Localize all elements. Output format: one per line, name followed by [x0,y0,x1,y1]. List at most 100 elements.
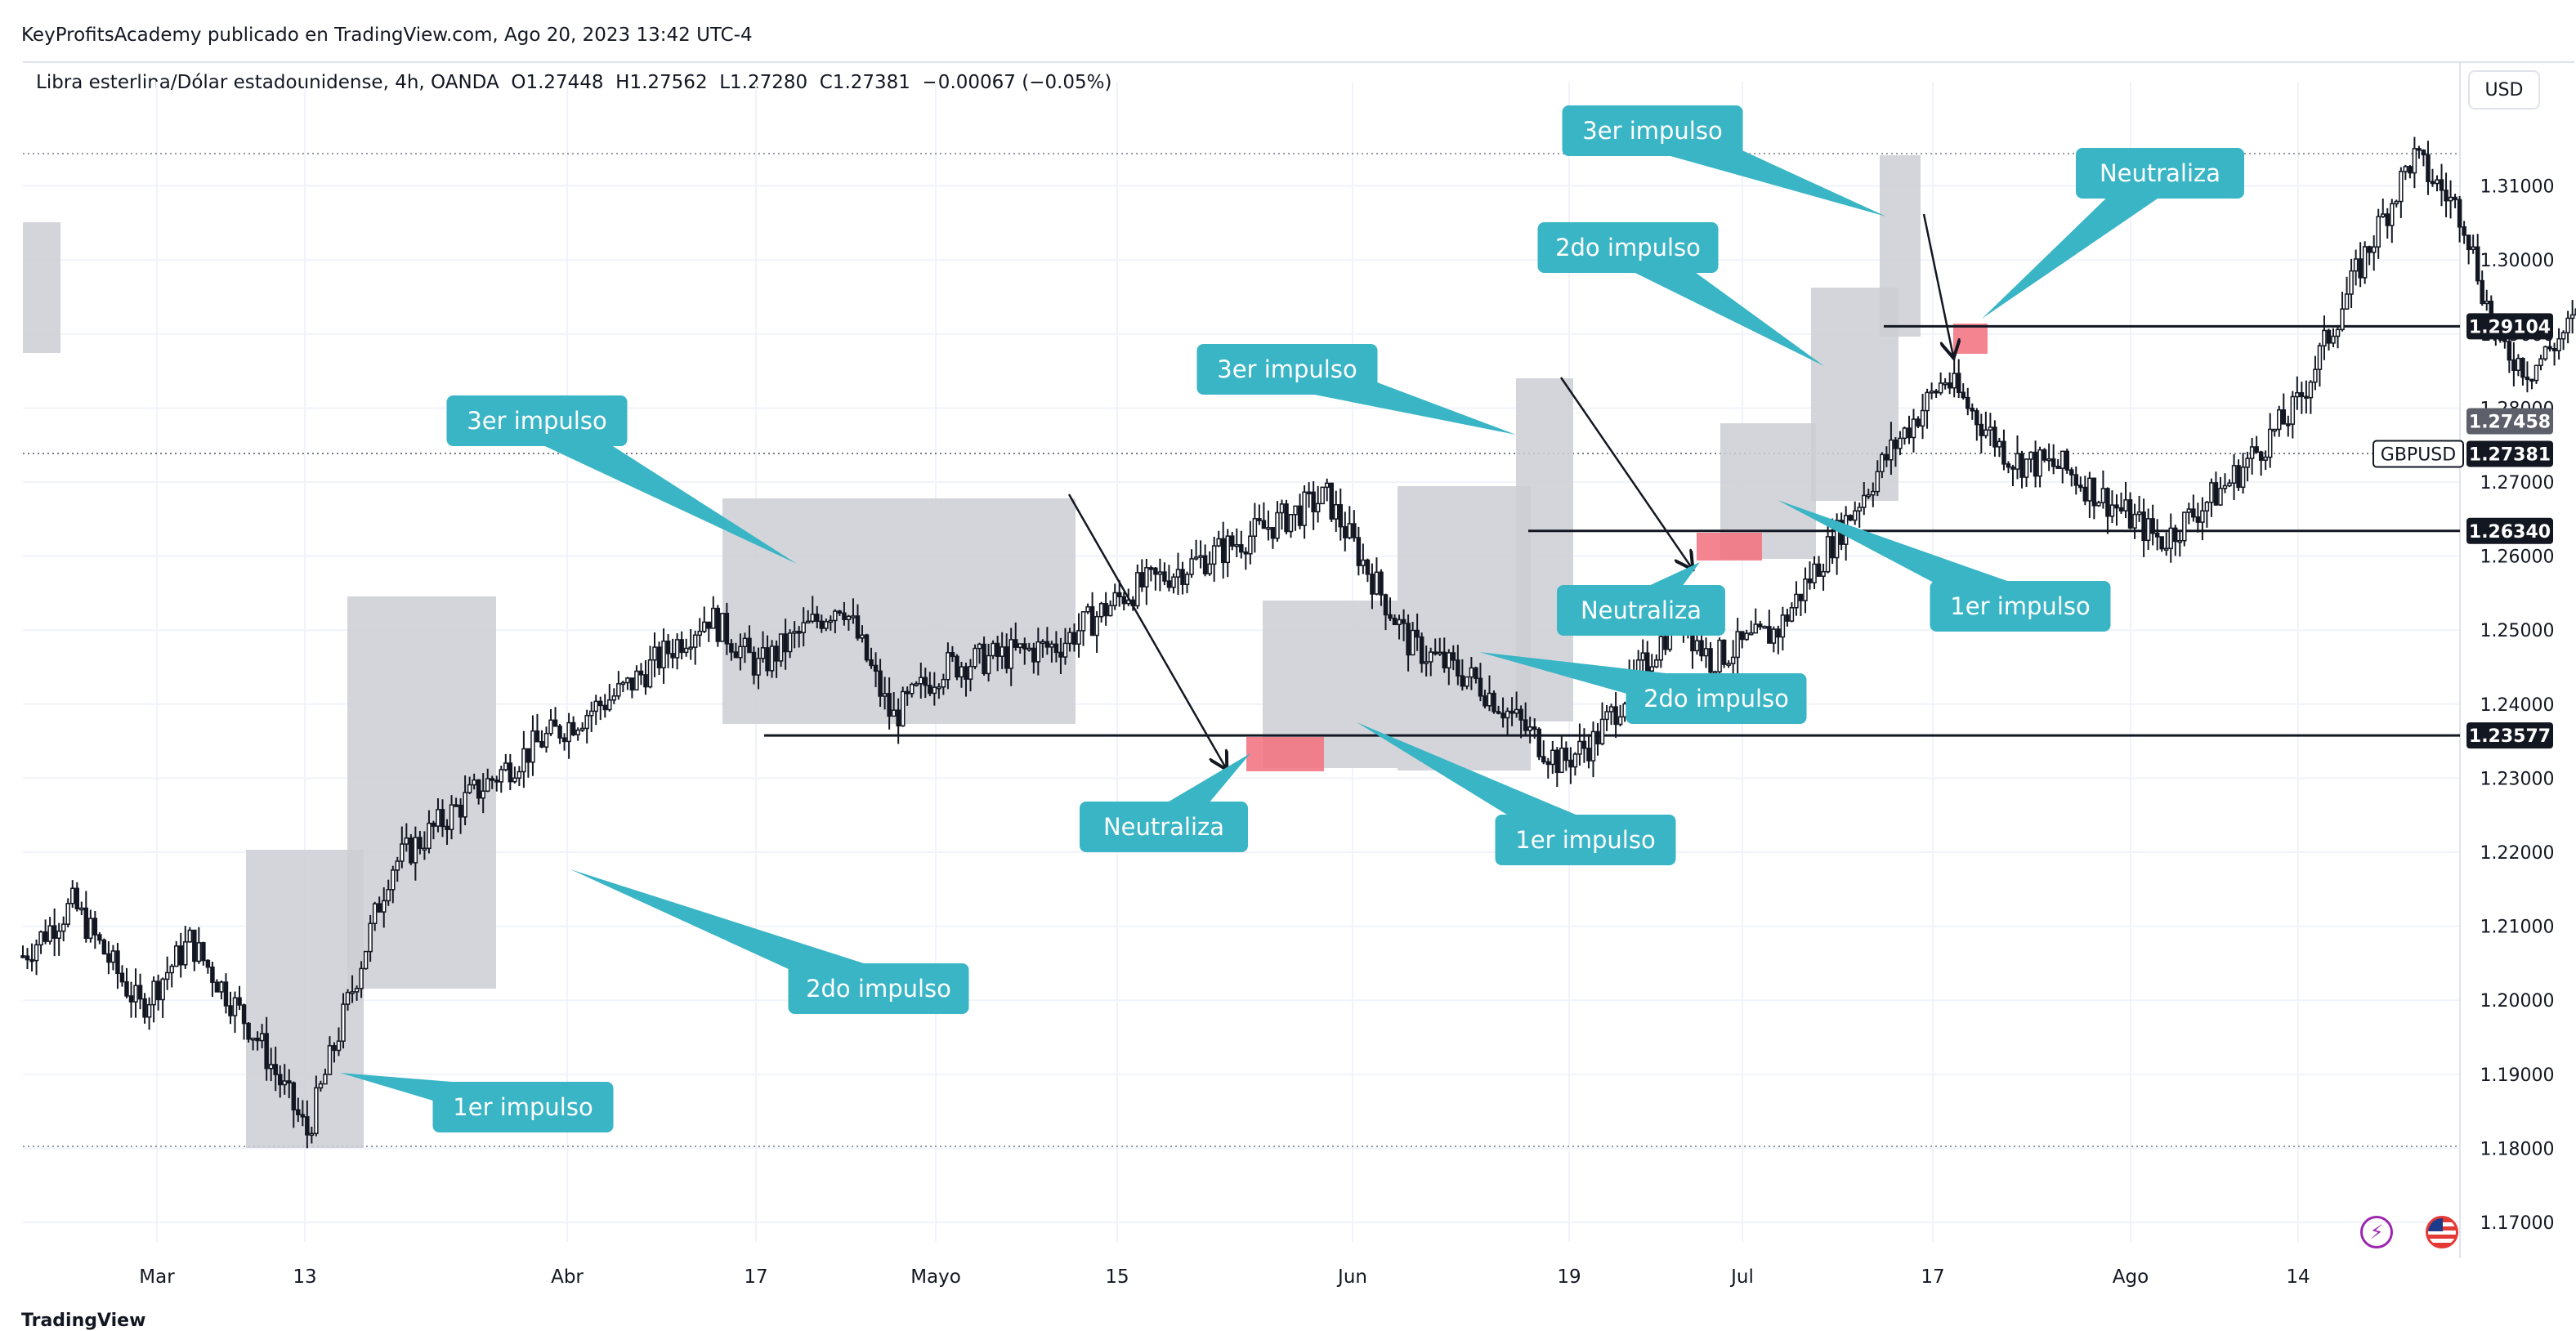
candle [1767,610,1772,644]
candle-body [652,646,657,661]
callout-label: 1er impulso [1950,592,2090,620]
candle [1135,564,1140,610]
candle-body [937,686,941,690]
candle-body [1135,572,1140,607]
candle [1248,520,1253,565]
candle-body [616,683,621,697]
candle [20,945,25,958]
candle-body [395,860,400,871]
candle-body [223,981,229,1007]
candle-body [2240,467,2246,489]
candle [552,707,558,727]
candle [1866,489,1872,499]
candle-body [296,1109,301,1115]
candle [1559,735,1564,774]
candle [1871,482,1876,507]
candle-body [1442,651,1447,669]
candle [517,766,522,787]
candle-body [2466,234,2471,250]
candle-body [1356,537,1362,566]
candle [1094,611,1099,654]
candle-body [1866,494,1872,498]
annotation-callouts: 1er impulso 2do impulso 3er impulso Neutral… [340,105,2244,1132]
candle-body [1862,494,1867,508]
candle [2132,503,2137,539]
currency-button[interactable]: USD [2468,70,2540,109]
candle [1361,543,1366,574]
candle-body [341,1003,346,1042]
candle-body [977,643,982,650]
candle [2006,461,2011,474]
candle [1365,558,1371,583]
candle [937,683,941,699]
candle [499,766,504,793]
candle-body [517,770,522,779]
candle-body [440,809,445,828]
candle-body [1604,711,1609,721]
candle-body [2439,179,2444,191]
candle-body [372,903,378,924]
candle [183,926,188,969]
candle [291,1081,297,1128]
candle [69,880,75,909]
candle [887,677,892,730]
candle [1785,609,1790,627]
candle-body [318,1083,324,1089]
candle-body [1067,632,1072,645]
candle-body [1293,505,1298,516]
candle-body [418,837,423,850]
candle-body [1266,527,1271,530]
candle-body [1234,544,1240,547]
candle [2322,315,2327,360]
candle-body [1098,603,1104,618]
candle [2073,466,2079,495]
candle-body [959,666,964,678]
candle [1893,437,1898,467]
candle [1410,622,1415,656]
candle-body [1649,666,1655,672]
candle [192,929,197,971]
y-tick-label: 1.17000 [2480,1213,2555,1234]
candle-body [2001,440,2006,465]
candle-body [20,955,25,958]
lightning-icon[interactable]: ⚡ [2360,1216,2393,1248]
candle-body [1694,640,1700,652]
candle [2055,459,2060,469]
candle-body [525,748,531,763]
candle [688,628,693,660]
candle [2538,355,2543,371]
candle-body [810,614,816,623]
candle [2475,234,2480,285]
candle [1234,528,1240,557]
candle-body [1491,692,1496,712]
candle [1311,480,1316,530]
candle-body [801,622,806,633]
candle-body [2403,166,2408,172]
candle [219,980,224,1000]
impulse-box [1880,155,1921,337]
candle-body [1599,718,1605,745]
horizontal-levels [764,324,2460,737]
candle-body [345,991,351,1005]
us-flag-icon[interactable] [2426,1216,2458,1248]
candle [187,927,193,943]
x-tick-label: Jul [1729,1266,1754,1288]
candle-body [1284,503,1289,533]
candle-body [1762,626,1768,629]
candle-body [1370,574,1375,595]
candle [2154,519,2160,551]
candle-body [1338,504,1344,528]
candle-body [2308,381,2314,399]
candle [2281,393,2287,425]
candle [2277,405,2282,437]
candle [427,810,432,854]
candle-body [2362,246,2368,279]
candle [2286,415,2291,437]
candle-body [733,651,739,659]
candle-body [1261,520,1267,529]
candle [1541,740,1546,765]
candle [2353,249,2359,286]
candle-body [160,978,165,1001]
candle-body [1938,382,1943,394]
